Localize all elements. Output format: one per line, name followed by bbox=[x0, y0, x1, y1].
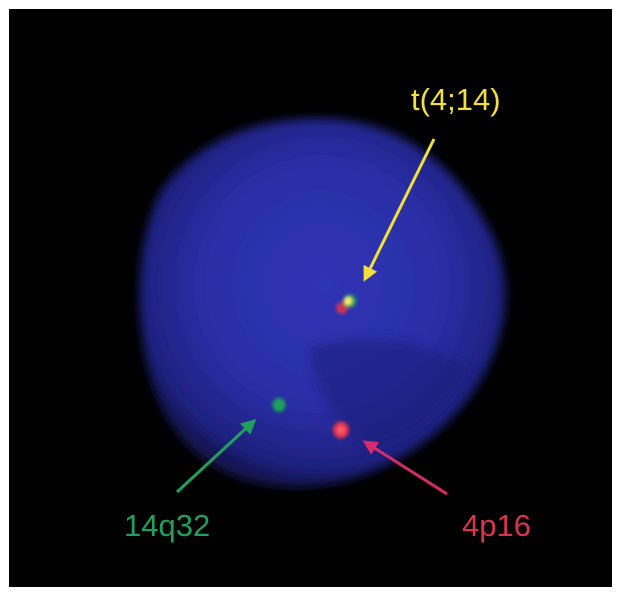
green-signal bbox=[272, 398, 286, 412]
green-arrow bbox=[175, 418, 257, 494]
fusion-arrow bbox=[363, 138, 436, 282]
micrograph-canvas bbox=[139, 118, 506, 496]
fusion-signal bbox=[336, 294, 357, 314]
red-arrow bbox=[362, 440, 448, 496]
nucleus bbox=[139, 118, 506, 488]
fusion-label: t(4;14) bbox=[411, 82, 501, 117]
fish-micrograph: t(4;14) 14q32 4p16 bbox=[9, 9, 612, 587]
red-signal bbox=[333, 421, 349, 439]
green-probe-label: 14q32 bbox=[124, 508, 211, 543]
red-probe-label: 4p16 bbox=[462, 508, 531, 543]
